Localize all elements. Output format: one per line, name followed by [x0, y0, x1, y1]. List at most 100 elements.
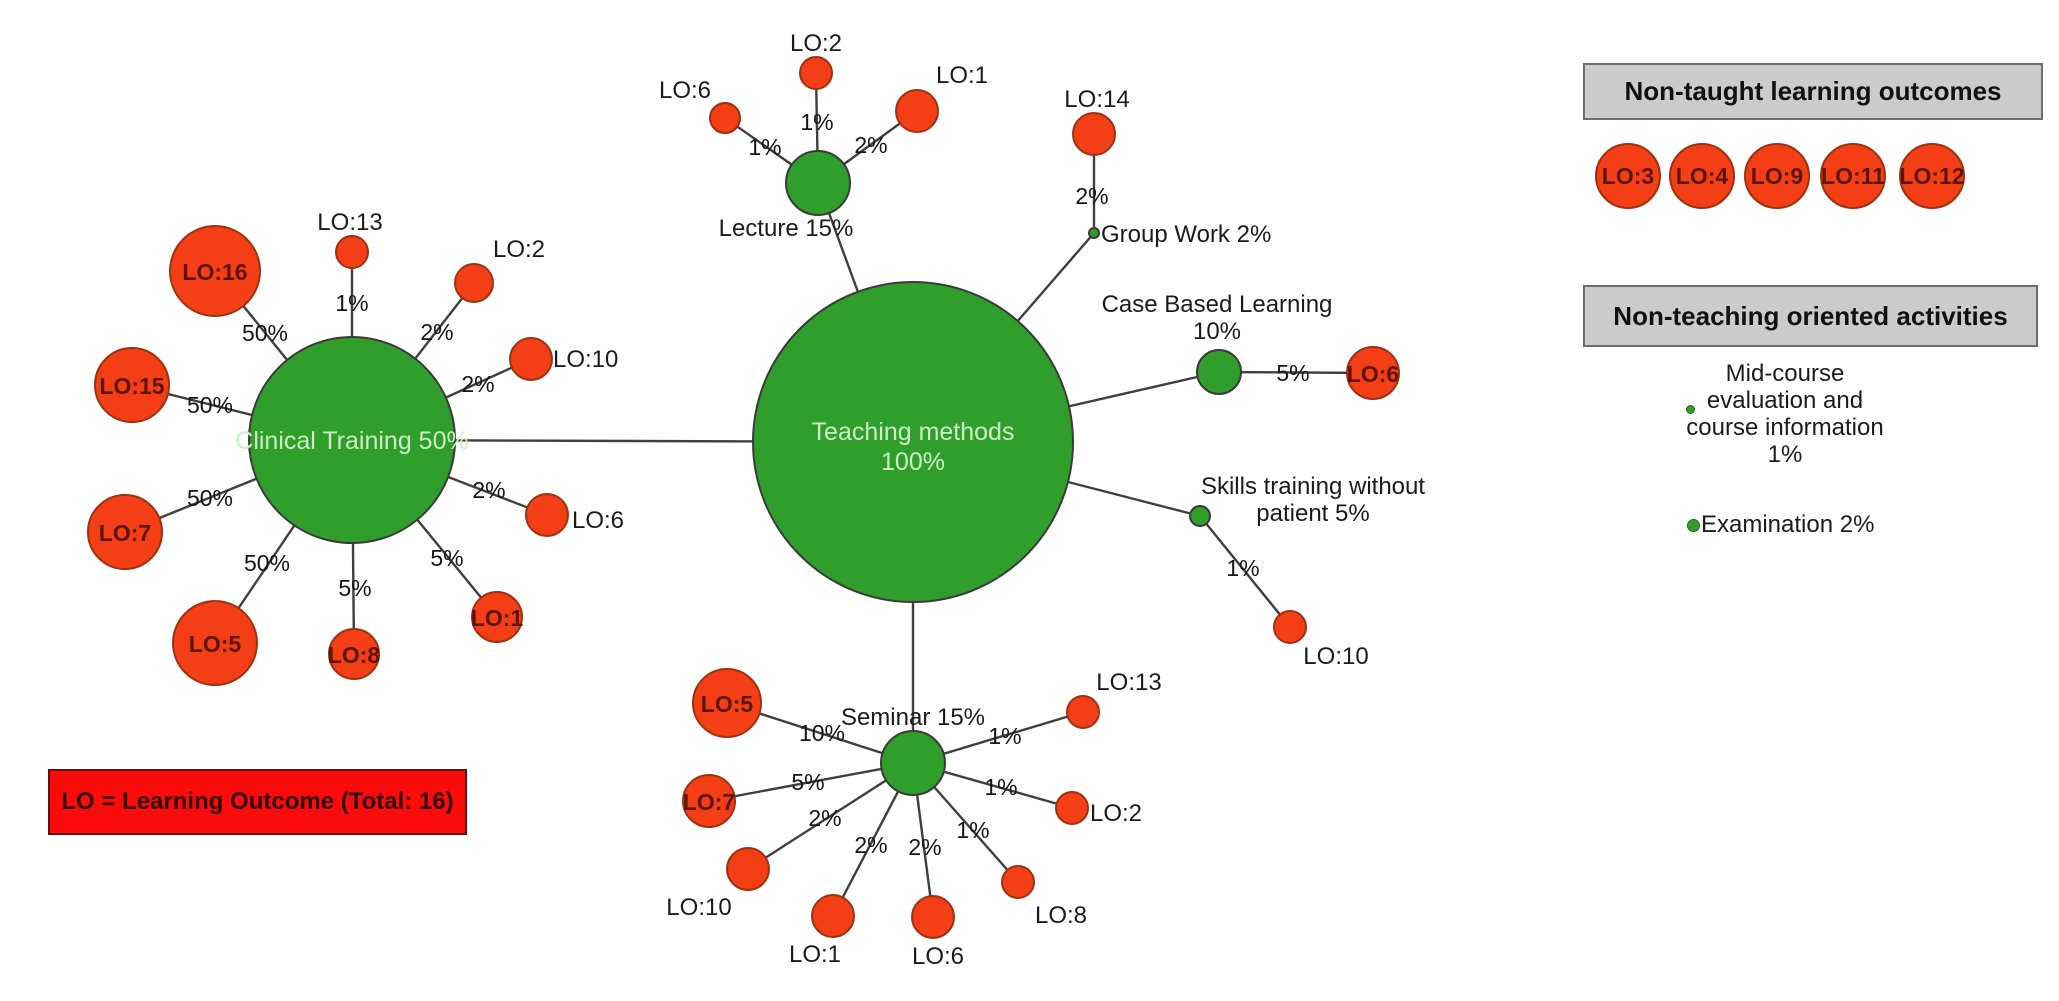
node-s_lo10-label: LO:10	[1303, 643, 1368, 670]
node-l_lo2-circle	[799, 56, 833, 90]
non-taught-title: Non-taught learning outcomes	[1624, 76, 2002, 106]
edge-label-clinical-c_lo5: 50%	[244, 550, 290, 576]
node-groupwork-label: Group Work 2%	[1101, 221, 1271, 248]
non-taught-lo-circle: LO:9	[1744, 143, 1810, 209]
node-g_lo14-label: LO:14	[1064, 86, 1129, 113]
node-c_lo7-label: LO:7	[99, 520, 151, 546]
mid-course-label: Mid-course evaluation and course informa…	[1660, 360, 1910, 468]
node-se_lo10-label: LO:10	[666, 894, 731, 921]
non-taught-lo-label: LO:12	[1899, 162, 1965, 189]
node-skills-circle	[1189, 505, 1211, 527]
node-se_lo7-label: LO:7	[683, 789, 735, 815]
node-groupwork-circle	[1088, 227, 1100, 239]
node-se_lo2-circle	[1055, 791, 1089, 825]
examination-label: Examination 2%	[1701, 511, 1875, 538]
mid-course-dot	[1686, 405, 1695, 414]
node-se_lo1-label: LO:1	[789, 941, 841, 968]
node-c_lo13-circle	[335, 235, 369, 269]
edge-label-seminar-se_lo6: 2%	[908, 834, 941, 860]
node-se_lo2-label: LO:2	[1090, 800, 1142, 827]
node-c_lo2-label: LO:2	[493, 236, 545, 263]
node-c_lo16-label: LO:16	[182, 259, 247, 285]
node-c_lo2-circle	[454, 263, 494, 303]
node-s_lo10-circle	[1273, 610, 1307, 644]
non-taught-lo-circle: LO:4	[1669, 143, 1735, 209]
edge-label-clinical-c_lo8: 5%	[338, 575, 371, 601]
node-c_lo7-circle	[87, 494, 163, 570]
node-se_lo10-circle	[726, 847, 770, 891]
node-seminar-label: Seminar 15%	[841, 704, 985, 731]
node-c_lo10-circle	[509, 337, 553, 381]
edge-label-seminar-se_lo13: 1%	[988, 723, 1021, 749]
edge-label-clinical-c_lo13: 1%	[335, 290, 368, 316]
edge-seminar-se_lo7	[708, 761, 914, 803]
node-se_lo6-label: LO:6	[912, 943, 964, 970]
node-se_lo7-circle	[682, 774, 736, 828]
node-teaching-label: Teaching methods 100%	[812, 418, 1015, 476]
node-teaching-circle	[752, 281, 1074, 603]
node-clinical-label: Clinical Training 50%	[235, 427, 468, 455]
non-taught-lo-label: LO:4	[1675, 162, 1729, 189]
mid-course-line: course information	[1686, 414, 1884, 441]
mid-course-line: Mid-course	[1725, 360, 1845, 387]
node-c_lo8-label: LO:8	[328, 642, 381, 668]
edge-label-seminar-se_lo10: 2%	[808, 805, 841, 831]
edge-label-groupwork-g_lo14: 2%	[1075, 183, 1108, 209]
node-se_lo8-label: LO:8	[1035, 902, 1087, 929]
edge-label-lecture-l_lo1: 2%	[854, 132, 887, 158]
legend-box: LO = Learning Outcome (Total: 16)	[48, 769, 467, 835]
edge-label-clinical-c_lo15: 50%	[187, 392, 233, 418]
edge-label-clinical-c_lo6: 2%	[472, 477, 505, 503]
node-g_lo14-circle	[1072, 112, 1116, 156]
node-se_lo1-circle	[811, 894, 855, 938]
node-c_lo6-circle	[525, 493, 569, 537]
node-c_lo16-circle	[169, 225, 261, 317]
edge-label-clinical-c_lo1: 5%	[430, 545, 463, 571]
edge-skills-s_lo10	[1199, 515, 1291, 628]
node-c_lo6-label: LO:6	[572, 507, 624, 534]
node-c_lo15-label: LO:15	[99, 373, 164, 399]
edge-label-seminar-se_lo5: 10%	[799, 720, 845, 746]
node-se_lo8-circle	[1001, 865, 1035, 899]
non-teaching-header: Non-teaching oriented activities	[1583, 285, 2038, 347]
node-cbl-circle	[1196, 349, 1242, 395]
node-clinical-circle	[248, 336, 456, 544]
edge-label-lecture-l_lo6: 1%	[748, 134, 781, 160]
edge-label-skills-s_lo10: 1%	[1226, 555, 1259, 581]
node-l_lo1-circle	[895, 89, 939, 133]
node-c_lo1-label: LO:1	[471, 605, 524, 631]
node-cb_lo6-circle	[1346, 346, 1400, 400]
non-teaching-title: Non-teaching oriented activities	[1613, 300, 2008, 331]
node-cbl-label: Case Based Learning 10%	[1102, 291, 1333, 345]
node-skills-label: Skills training without patient 5%	[1201, 473, 1425, 527]
edge-label-clinical-c_lo10: 2%	[461, 371, 494, 397]
non-taught-lo-label: LO:3	[1601, 162, 1655, 189]
node-seminar-circle	[880, 730, 946, 796]
node-l_lo1-label: LO:1	[936, 62, 988, 89]
edge-label-cbl-cb_lo6: 5%	[1276, 360, 1309, 386]
mid-course-line: evaluation and	[1706, 387, 1864, 414]
edge-label-seminar-se_lo7: 5%	[791, 769, 824, 795]
legend-label: LO = Learning Outcome (Total: 16)	[61, 788, 454, 815]
mid-course-line: 1%	[1767, 441, 1803, 468]
node-l_lo6-circle	[709, 102, 741, 134]
node-l_lo2-label: LO:2	[790, 30, 842, 57]
examination-dot	[1687, 519, 1700, 532]
node-cb_lo6-label: LO:6	[1347, 361, 1399, 387]
edge-label-clinical-c_lo2: 2%	[420, 319, 453, 345]
edge-label-seminar-se_lo1: 2%	[854, 832, 887, 858]
edge-label-seminar-se_lo8: 1%	[956, 817, 989, 843]
edge-label-clinical-c_lo16: 50%	[242, 320, 288, 346]
non-taught-lo-circle: LO:3	[1595, 143, 1661, 209]
node-lecture-label: Lecture 15%	[719, 215, 854, 242]
node-c_lo8-circle	[328, 628, 380, 680]
node-se_lo5-label: LO:5	[701, 691, 754, 717]
node-lecture-circle	[785, 150, 851, 216]
node-c_lo10-label: LO:10	[553, 346, 618, 373]
edge-label-seminar-se_lo2: 1%	[984, 774, 1017, 800]
edge-label-clinical-c_lo7: 50%	[187, 485, 233, 511]
non-taught-lo-label: LO:11	[1821, 162, 1885, 189]
node-c_lo5-circle	[172, 600, 258, 686]
